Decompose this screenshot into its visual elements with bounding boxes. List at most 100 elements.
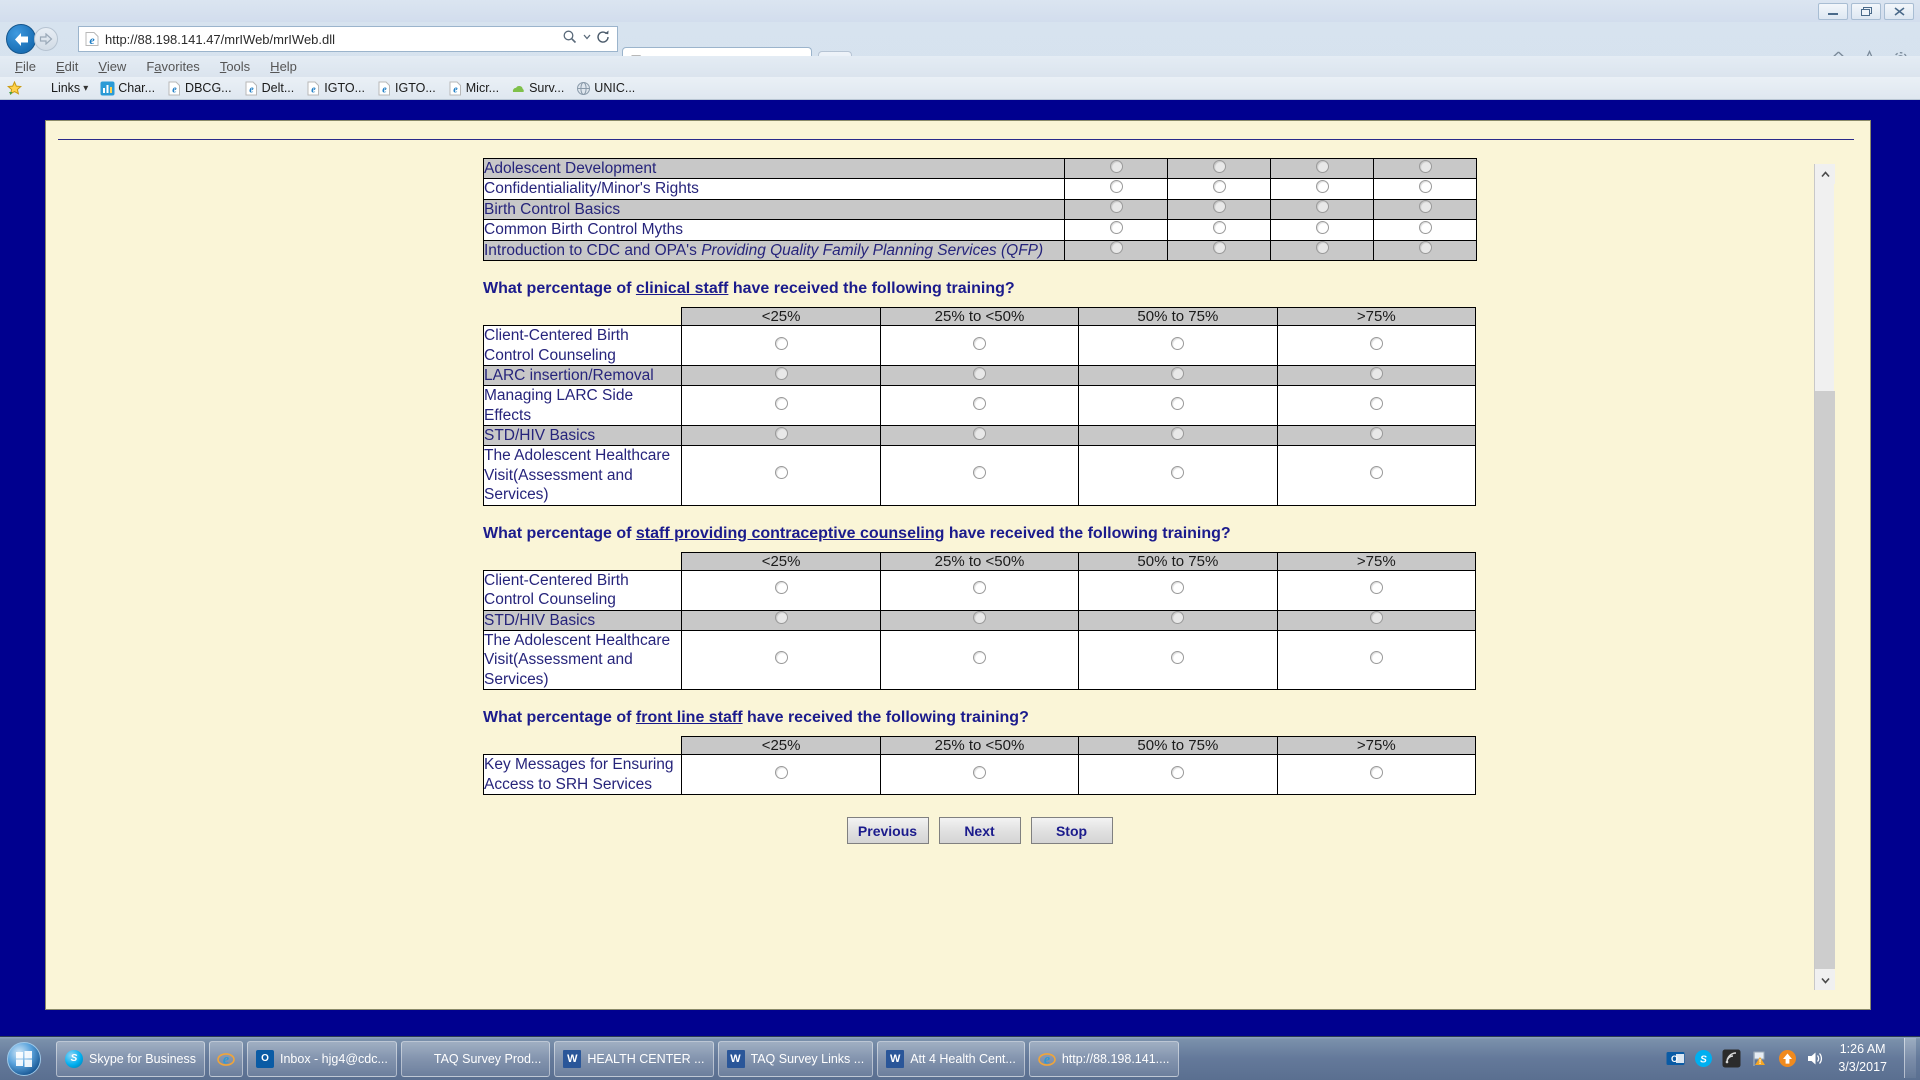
radio-button[interactable] bbox=[972, 426, 986, 440]
radio-button[interactable] bbox=[1109, 220, 1123, 234]
forward-button[interactable] bbox=[34, 27, 58, 51]
radio-cell[interactable] bbox=[1276, 325, 1477, 366]
chevron-down-icon[interactable]: ▾ bbox=[83, 82, 89, 94]
radio-cell[interactable] bbox=[1078, 385, 1278, 426]
radio-button[interactable] bbox=[1315, 220, 1329, 234]
radio-button[interactable] bbox=[1171, 336, 1185, 350]
menu-file[interactable]: File bbox=[15, 59, 36, 74]
radio-cell[interactable] bbox=[1276, 424, 1477, 447]
taskbar-item-att4-health-center-doc[interactable]: W Att 4 Health Cent... bbox=[877, 1040, 1025, 1077]
radio-button[interactable] bbox=[1315, 241, 1329, 255]
radio-button[interactable] bbox=[1369, 466, 1383, 480]
menu-view[interactable]: View bbox=[98, 59, 127, 74]
radio-cell[interactable] bbox=[1373, 178, 1477, 200]
menu-tools[interactable]: Tools bbox=[219, 59, 251, 74]
add-favorite-star-icon[interactable] bbox=[6, 80, 23, 96]
radio-button[interactable] bbox=[774, 650, 788, 664]
radio-button[interactable] bbox=[972, 366, 986, 380]
radio-cell[interactable] bbox=[1276, 609, 1477, 631]
radio-button[interactable] bbox=[1171, 426, 1185, 440]
back-button[interactable] bbox=[6, 24, 36, 54]
start-button[interactable] bbox=[2, 1039, 46, 1079]
volume-icon[interactable] bbox=[1806, 1049, 1825, 1068]
radio-cell[interactable] bbox=[681, 569, 881, 611]
radio-button[interactable] bbox=[1418, 220, 1432, 234]
taskbar-item-outlook-inbox[interactable]: O Inbox - hjg4@cdc... bbox=[247, 1040, 397, 1077]
radio-button[interactable] bbox=[1212, 180, 1226, 194]
radio-button[interactable] bbox=[1171, 611, 1185, 625]
radio-cell[interactable] bbox=[1270, 178, 1374, 200]
radio-button[interactable] bbox=[1171, 650, 1185, 664]
radio-button[interactable] bbox=[1109, 180, 1123, 194]
radio-button[interactable] bbox=[774, 336, 788, 350]
previous-button[interactable]: Previous bbox=[846, 817, 929, 844]
radio-cell[interactable] bbox=[879, 629, 1080, 691]
radio-cell[interactable] bbox=[1078, 569, 1278, 611]
radio-button[interactable] bbox=[774, 396, 788, 410]
radio-cell[interactable] bbox=[1270, 157, 1374, 180]
scrollbar-thumb[interactable] bbox=[1815, 391, 1835, 969]
radio-button[interactable] bbox=[972, 336, 986, 350]
scroll-down-button[interactable] bbox=[1815, 970, 1835, 990]
radio-button[interactable] bbox=[1212, 159, 1226, 173]
radio-cell[interactable] bbox=[1064, 239, 1168, 261]
radio-cell[interactable] bbox=[1167, 198, 1271, 221]
radio-button[interactable] bbox=[1369, 650, 1383, 664]
radio-cell[interactable] bbox=[1270, 198, 1374, 221]
radio-button[interactable] bbox=[1369, 765, 1383, 779]
radio-cell[interactable] bbox=[1064, 219, 1168, 241]
radio-button[interactable] bbox=[774, 765, 788, 779]
favorites-item-char[interactable]: Char... bbox=[95, 80, 160, 97]
taskbar-item-browser-window[interactable]: e http://88.198.141.... bbox=[1028, 1040, 1179, 1077]
radio-cell[interactable] bbox=[681, 424, 881, 447]
radio-cell[interactable] bbox=[1373, 157, 1477, 180]
radio-button[interactable] bbox=[1171, 396, 1185, 410]
favorites-item-igto-2[interactable]: e IGTO... bbox=[372, 80, 441, 97]
radio-button[interactable] bbox=[1418, 180, 1432, 194]
taskbar-item-internet-explorer[interactable]: e bbox=[209, 1040, 243, 1077]
radio-cell[interactable] bbox=[1276, 754, 1477, 795]
radio-button[interactable] bbox=[1315, 200, 1329, 214]
chevron-down-icon[interactable] bbox=[583, 29, 591, 50]
menu-edit[interactable]: Edit bbox=[55, 59, 79, 74]
radio-cell[interactable] bbox=[1064, 198, 1168, 221]
radio-button[interactable] bbox=[774, 611, 788, 625]
radio-cell[interactable] bbox=[879, 424, 1080, 447]
radio-button[interactable] bbox=[1109, 159, 1123, 173]
radio-cell[interactable] bbox=[1270, 239, 1374, 261]
radio-button[interactable] bbox=[972, 650, 986, 664]
radio-cell[interactable] bbox=[879, 569, 1080, 611]
taskbar-clock[interactable]: 1:26 AM 3/3/2017 bbox=[1834, 1040, 1895, 1076]
restore-button[interactable] bbox=[1851, 3, 1881, 20]
outlook-tray-icon[interactable]: O bbox=[1666, 1049, 1685, 1068]
radio-button[interactable] bbox=[972, 611, 986, 625]
update-arrow-icon[interactable] bbox=[1778, 1049, 1797, 1068]
radio-cell[interactable] bbox=[681, 629, 881, 691]
radio-cell[interactable] bbox=[1078, 445, 1278, 506]
radio-button[interactable] bbox=[774, 466, 788, 480]
taskbar-item-taq-survey-prod[interactable]: TAQ Survey Prod... bbox=[400, 1040, 551, 1077]
radio-cell[interactable] bbox=[1167, 178, 1271, 200]
radio-cell[interactable] bbox=[1276, 629, 1477, 691]
radio-cell[interactable] bbox=[1078, 325, 1278, 366]
radio-cell[interactable] bbox=[1276, 364, 1477, 387]
radio-cell[interactable] bbox=[1167, 219, 1271, 241]
skype-tray-icon[interactable]: S bbox=[1694, 1049, 1713, 1068]
favorites-item-unic[interactable]: UNIC... bbox=[571, 80, 640, 97]
radio-button[interactable] bbox=[1369, 611, 1383, 625]
radio-cell[interactable] bbox=[1078, 364, 1278, 387]
radio-cell[interactable] bbox=[681, 445, 881, 506]
radio-cell[interactable] bbox=[1167, 157, 1271, 180]
radio-button[interactable] bbox=[1171, 466, 1185, 480]
minimize-button[interactable] bbox=[1818, 3, 1848, 20]
radio-cell[interactable] bbox=[681, 364, 881, 387]
radio-button[interactable] bbox=[1418, 241, 1432, 255]
radio-button[interactable] bbox=[972, 765, 986, 779]
radio-button[interactable] bbox=[1212, 241, 1226, 255]
radio-cell[interactable] bbox=[879, 385, 1080, 426]
radio-cell[interactable] bbox=[1078, 424, 1278, 447]
radio-cell[interactable] bbox=[1373, 219, 1477, 241]
radio-cell[interactable] bbox=[1276, 445, 1477, 506]
radio-button[interactable] bbox=[1171, 581, 1185, 595]
radio-button[interactable] bbox=[1418, 200, 1432, 214]
